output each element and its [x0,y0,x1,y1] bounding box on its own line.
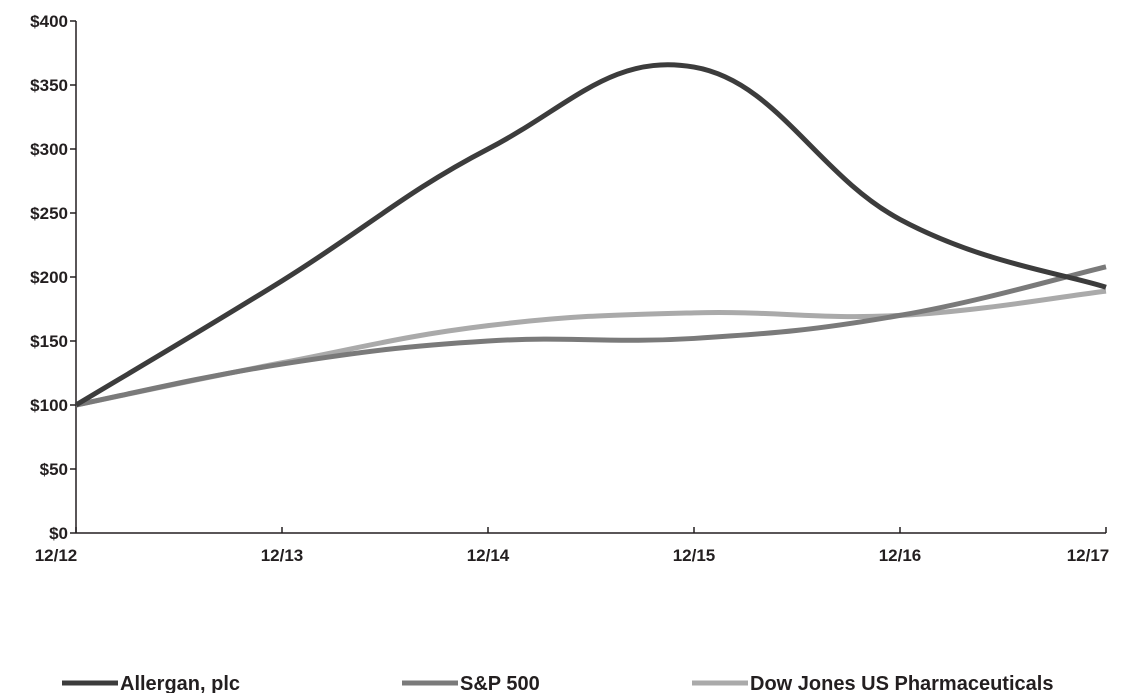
series-line-allergan-plc [74,62,1107,408]
y-tick-label: $300 [30,140,68,159]
y-tick-label: $250 [30,204,68,223]
legend-label-dow-jones-us-pharmaceuticals: Dow Jones US Pharmaceuticals [750,673,1053,693]
series-lines [74,62,1107,408]
chart-legend: Allergan, plc S&P 500 Dow Jones US Pharmac… [62,673,1053,693]
series-line-dow-jones-us-pharmaceuticals [75,288,1107,408]
y-tick-label: $100 [30,396,68,415]
x-tick-label: 12/12 [35,546,78,565]
x-tick-label: 12/16 [879,546,922,565]
legend-label-allergan-plc: Allergan, plc [120,673,240,693]
x-tick-label: 12/15 [673,546,716,565]
y-tick-label: $150 [30,332,68,351]
series-line-s-p-500 [75,264,1107,408]
y-axis-ticks: $0 $50 $100 $150 $200 $250 $300 $350 $400 [30,12,76,543]
chart-axes [75,21,1106,534]
y-tick-label: $200 [30,268,68,287]
y-tick-label: $350 [30,76,68,95]
y-tick-label: $400 [30,12,68,31]
legend-label-s-p-500: S&P 500 [460,673,540,693]
x-tick-label: 12/17 [1067,546,1110,565]
x-tick-label: 12/13 [261,546,304,565]
x-axis-ticks: 12/12 12/13 12/14 12/15 12/16 12/17 [35,527,1110,565]
x-tick-label: 12/14 [467,546,510,565]
y-tick-label: $50 [40,460,68,479]
y-tick-label: $0 [49,524,68,543]
